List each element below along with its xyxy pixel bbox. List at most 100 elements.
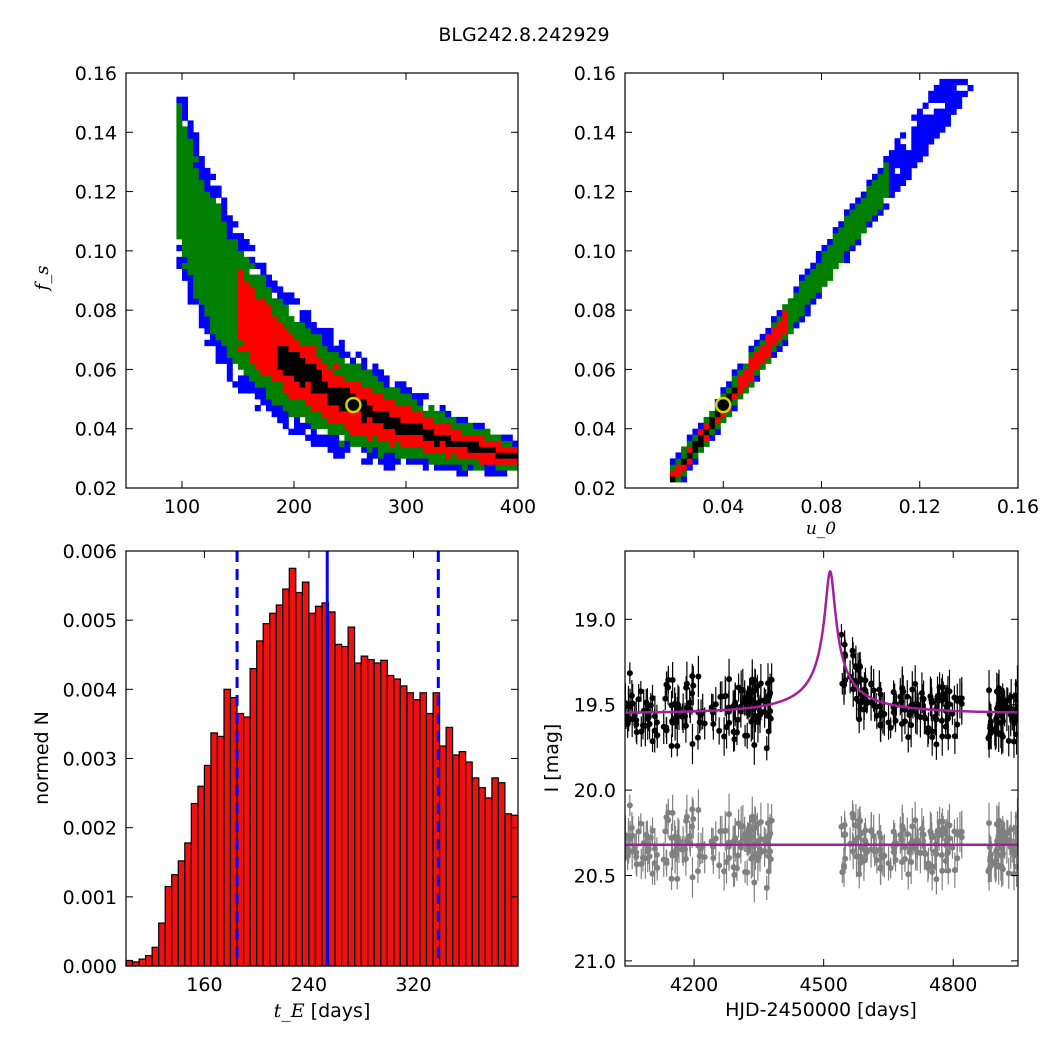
fs-vs-te-cell bbox=[478, 428, 485, 435]
fs-vs-te-cell bbox=[322, 351, 328, 358]
fs-vs-te-cell bbox=[366, 422, 373, 430]
fs-vs-te-cell bbox=[366, 452, 373, 459]
fs-vs-te-cell bbox=[193, 209, 200, 216]
te-histogram-bar bbox=[367, 658, 375, 967]
fs-vs-te-cell bbox=[333, 440, 340, 447]
fs-vs-te-cell bbox=[193, 161, 200, 169]
residual-point bbox=[751, 879, 758, 886]
fs-vs-te-cell bbox=[198, 203, 205, 210]
fs-vs-te-cell bbox=[221, 221, 228, 228]
fs-vs-te-cell bbox=[394, 410, 401, 418]
fs-vs-te-cell bbox=[383, 393, 390, 400]
fs-vs-te-cell bbox=[372, 422, 379, 430]
lightcurve-point bbox=[694, 734, 701, 741]
fs-vs-te-cell bbox=[266, 316, 272, 323]
fs-vs-te-cell bbox=[355, 375, 362, 382]
fs-vs-te-cell bbox=[316, 434, 323, 441]
fs-vs-te-cell bbox=[282, 393, 289, 400]
fs-vs-te-cell bbox=[305, 393, 312, 400]
fs-vs-te-cell bbox=[294, 333, 300, 341]
fs-vs-te-cell bbox=[484, 440, 491, 447]
fs-vs-te-cell bbox=[193, 244, 200, 252]
fs-vs-te-cell bbox=[221, 239, 228, 246]
fs-vs-te-cell bbox=[215, 209, 222, 216]
fs-vs-u0-cell bbox=[698, 440, 704, 447]
fs-vs-u0-cell bbox=[894, 161, 901, 169]
fs-vs-te-cell bbox=[456, 446, 463, 453]
residual-point bbox=[674, 875, 681, 882]
fs-vs-u0-cell bbox=[956, 96, 963, 103]
fs-vs-te-cell bbox=[221, 292, 228, 299]
fs-vs-te-cell bbox=[322, 410, 328, 418]
fs-vs-te-cell bbox=[204, 304, 211, 311]
lightcurve-point bbox=[675, 705, 682, 712]
lightcurve-point bbox=[949, 710, 956, 717]
fs-vs-u0-cell bbox=[742, 369, 749, 376]
fs-vs-te-density-map bbox=[176, 96, 519, 477]
te-histogram-bar bbox=[197, 785, 205, 967]
fs-vs-u0-cell bbox=[844, 215, 850, 222]
fs-vs-u0-cell bbox=[765, 345, 772, 352]
fs-vs-te-cell bbox=[198, 310, 205, 317]
fs-vs-u0-cell bbox=[855, 209, 862, 216]
fs-vs-te-cell bbox=[182, 233, 188, 240]
fs-vs-te-cell bbox=[473, 464, 480, 471]
fs-vs-te-cell bbox=[176, 126, 183, 133]
fs-vs-u0-cell bbox=[922, 114, 929, 121]
fs-vs-te-cell bbox=[378, 452, 384, 459]
lightcurve-point bbox=[726, 719, 733, 726]
fs-vs-u0-cell bbox=[900, 167, 907, 175]
fs-vs-te-cell bbox=[193, 298, 200, 305]
fs-vs-te-cell bbox=[193, 250, 200, 258]
fs-vs-u0-cell bbox=[765, 357, 772, 364]
fs-vs-te-cell bbox=[338, 357, 345, 364]
fs-vs-te-cell bbox=[288, 298, 295, 305]
fs-vs-te-cell bbox=[193, 239, 200, 246]
fs-vs-te-cell bbox=[260, 375, 267, 382]
fs-vs-u0-cell bbox=[950, 90, 957, 98]
fs-vs-te-cell bbox=[266, 345, 272, 352]
fs-vs-te-cell bbox=[422, 422, 429, 430]
fs-vs-te-cell bbox=[344, 434, 351, 441]
fs-vs-te-cell bbox=[439, 410, 446, 418]
fs-vs-te-cell bbox=[243, 262, 250, 269]
fs-vs-te-xtick-label: 200 bbox=[276, 496, 312, 518]
fs-vs-u0-cell bbox=[866, 179, 873, 186]
fs-vs-u0-cell bbox=[692, 458, 699, 465]
fs-vs-u0-cell bbox=[849, 227, 856, 234]
fs-vs-te-cell bbox=[282, 333, 289, 341]
fs-vs-u0-cell bbox=[872, 209, 878, 216]
fs-vs-te-cell bbox=[238, 363, 244, 370]
fs-vs-te-cell bbox=[210, 327, 216, 335]
fs-vs-te-cell bbox=[310, 422, 317, 430]
te-histogram-ytick-label: 0.000 bbox=[63, 956, 117, 978]
te-histogram-xtick-label: 240 bbox=[291, 974, 327, 996]
fs-vs-te-cell bbox=[439, 422, 446, 430]
fs-vs-te-cell bbox=[294, 405, 300, 412]
fs-vs-u0-cell bbox=[844, 239, 850, 246]
residual-point bbox=[958, 834, 965, 841]
fs-vs-u0-cell bbox=[698, 434, 704, 441]
fs-vs-u0-cell bbox=[855, 215, 862, 222]
fs-vs-te-cell bbox=[215, 215, 222, 222]
fs-vs-u0-cell bbox=[866, 197, 873, 204]
fs-vs-u0-cell bbox=[849, 215, 856, 222]
te-histogram-bar bbox=[471, 777, 480, 967]
fs-vs-u0-cell bbox=[832, 256, 839, 264]
residual-point bbox=[939, 818, 946, 825]
fs-vs-u0-cell bbox=[872, 197, 878, 204]
residual-point bbox=[928, 834, 935, 841]
fs-vs-u0-cell bbox=[771, 351, 777, 358]
fs-vs-te-cell bbox=[271, 375, 278, 382]
fs-vs-te-cell bbox=[456, 464, 463, 471]
fs-vs-te-cell bbox=[305, 416, 312, 424]
fs-vs-te-cell bbox=[187, 209, 194, 216]
fs-vs-u0-cell bbox=[883, 156, 890, 163]
fs-vs-te-cell bbox=[232, 357, 239, 364]
fs-vs-te-ytick-label: 0.12 bbox=[75, 182, 117, 204]
fs-vs-te-cell bbox=[187, 197, 194, 204]
fs-vs-te-cell bbox=[193, 256, 200, 264]
fs-vs-te-cell bbox=[406, 422, 412, 430]
te-histogram-ytick-label: 0.005 bbox=[63, 610, 117, 632]
fs-vs-u0-cell bbox=[928, 132, 935, 139]
